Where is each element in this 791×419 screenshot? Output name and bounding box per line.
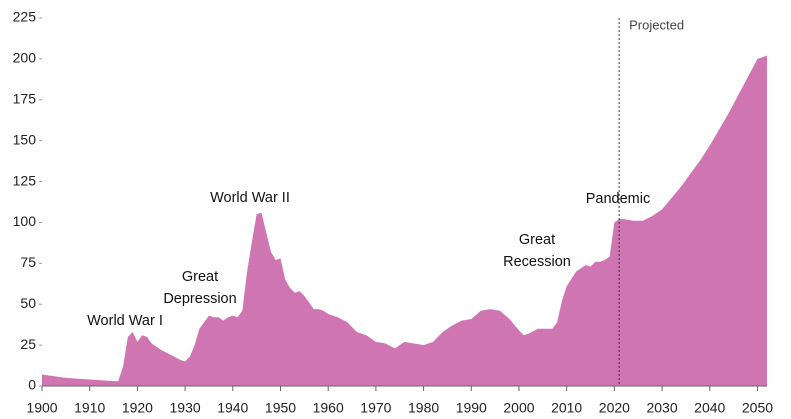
y-tick-label: 0: [28, 377, 36, 393]
x-tick-label: 1970: [360, 400, 391, 416]
x-tick-label: 2030: [646, 400, 677, 416]
x-tick-label: 2040: [694, 400, 725, 416]
x-tick-label: 1940: [217, 400, 248, 416]
y-tick-label: 50: [20, 295, 36, 311]
annotation: World War I: [87, 313, 163, 329]
annotation: Great: [182, 269, 218, 285]
area: [42, 55, 767, 387]
projection-label: Projected: [629, 17, 684, 32]
x-tick-label: 1900: [26, 400, 57, 416]
x-tick-label: 1920: [122, 400, 153, 416]
x-tick-label: 1990: [456, 400, 487, 416]
annotation: World War II: [210, 190, 290, 206]
y-tick-label: 25: [20, 336, 36, 352]
x-tick-label: 2010: [551, 400, 582, 416]
x-tick-label: 1930: [170, 400, 201, 416]
x-tick-label: 1980: [408, 400, 439, 416]
y-tick-label: 100: [13, 213, 37, 229]
y-tick-label: 175: [13, 90, 37, 106]
y-tick-label: 225: [13, 9, 37, 25]
x-tick-label: 1960: [313, 400, 344, 416]
annotation: Pandemic: [586, 191, 650, 207]
annotation: Recession: [503, 254, 571, 270]
y-tick-label: 125: [13, 172, 37, 188]
x-tick-label: 2000: [503, 400, 534, 416]
y-tick-label: 200: [13, 50, 37, 66]
annotation: Great: [519, 232, 555, 248]
x-tick-label: 2020: [599, 400, 630, 416]
x-tick-label: 1950: [265, 400, 296, 416]
x-tick-label: 1910: [74, 400, 105, 416]
y-tick-label: 150: [13, 131, 37, 147]
y-tick-label: 75: [20, 254, 36, 270]
x-tick-label: 2050: [742, 400, 773, 416]
annotation: Depression: [163, 291, 236, 307]
